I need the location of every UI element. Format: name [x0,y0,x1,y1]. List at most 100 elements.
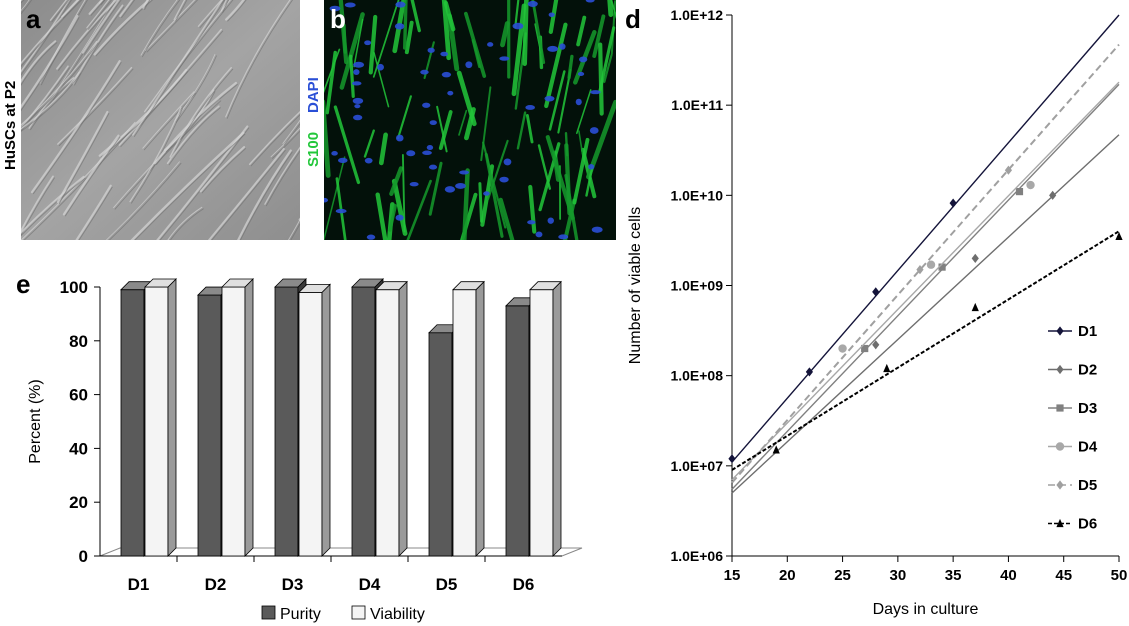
x-tick-label: D3 [282,575,304,594]
cell-cytoplasm [514,0,520,29]
cell-edge [170,208,204,240]
bar-front [351,286,376,557]
x-tick-label: D2 [205,575,227,594]
nucleus [352,97,364,105]
trendline-d2 [731,134,1120,494]
bar-side [398,280,408,557]
nucleus [335,208,347,214]
cell-process [248,110,300,166]
nucleus [527,220,536,225]
cell-process [88,0,104,15]
y-tick-label: 1.0E+09 [670,278,723,294]
cell-edge [239,151,293,240]
panel-e-letter: e [16,269,31,299]
cell-process [21,0,70,73]
data-point-d1 [872,287,880,297]
x-tick-label: 35 [945,567,962,584]
legend-label: Purity [280,606,321,623]
cell-process [166,105,220,165]
cell-process [21,175,85,234]
cell-cytoplasm [324,156,346,240]
cell-edge [201,148,247,194]
nucleus [351,81,362,86]
bar-front [221,286,246,557]
cell-cytoplasm [324,99,331,178]
data-point-d6 [971,302,979,312]
cell-edge [211,150,286,240]
nucleus [591,226,603,233]
cell-process [82,0,120,54]
bar-top [221,278,254,288]
cell-edge [134,133,246,240]
x-tick-label: D6 [513,575,535,594]
cell-process [86,0,110,29]
panel-b-stain-green: S100 [305,131,322,167]
nucleus [575,98,582,106]
y-tick-label: 40 [69,439,88,458]
nucleus [324,197,329,203]
cell-edge [21,42,99,129]
legend-label: D5 [1078,477,1097,494]
cell-cytoplasm [548,70,566,131]
cell-cytoplasm [480,86,492,162]
cell-cytoplasm [462,168,470,240]
y-axis-title: Number of viable cells [627,207,644,364]
legend-label: D3 [1078,400,1097,417]
bar-front [428,332,453,557]
cell-process [21,0,80,65]
cell-cytoplasm [375,192,388,240]
cell-cytoplasm [436,105,448,153]
bar-top [144,278,177,288]
cell-edge [168,107,221,166]
cell-cytoplasm [484,152,504,238]
cell-edge [199,0,225,29]
cell-edge [51,0,70,23]
y-tick-label: 1.0E+06 [670,548,723,564]
nucleus [499,176,509,183]
cell-cytoplasm [333,105,361,185]
cell-cytoplasm [410,0,421,33]
cell-cytoplasm [373,51,390,108]
cell-process [21,40,57,84]
cell-cytoplasm [572,137,590,205]
panel-a-micrograph [21,0,300,240]
nucleus [590,90,601,95]
x-tick-label: 15 [724,567,741,584]
nucleus [353,69,360,75]
cell-cytoplasm [598,42,604,116]
data-point-d6 [1115,231,1123,241]
x-tick-label: 40 [1000,567,1017,584]
nucleus [535,231,543,238]
cell-cytoplasm [324,48,341,94]
phase-contrast-image [21,0,300,240]
nucleus [487,42,494,47]
cell-cytoplasm [516,111,527,150]
bar-side [475,280,485,557]
cell-edge [227,0,247,22]
cell-edge [95,0,154,57]
cell-edge [83,0,122,55]
cell-edge [21,0,83,68]
nucleus [426,145,434,151]
cell-process [130,131,245,240]
cell-edge [114,100,222,210]
y-tick-label: 80 [69,332,88,351]
cell-edge [21,17,80,112]
legend-label: D6 [1078,516,1097,533]
panel-b-micrograph [324,0,616,240]
cell-process [56,0,118,70]
cell-edge [165,91,216,153]
nucleus [395,214,404,221]
cell-edge [272,130,300,159]
fluorescence-image [324,0,616,240]
cell-process [56,110,109,204]
cell-cytoplasm [537,144,552,190]
nucleus [344,2,356,8]
nucleus [558,234,569,240]
cell-cytoplasm [378,132,388,166]
cell-process [62,134,120,216]
nucleus [422,102,431,108]
cell-edge [175,55,217,123]
data-point-d6 [772,445,780,454]
cell-cytoplasm [363,129,375,158]
